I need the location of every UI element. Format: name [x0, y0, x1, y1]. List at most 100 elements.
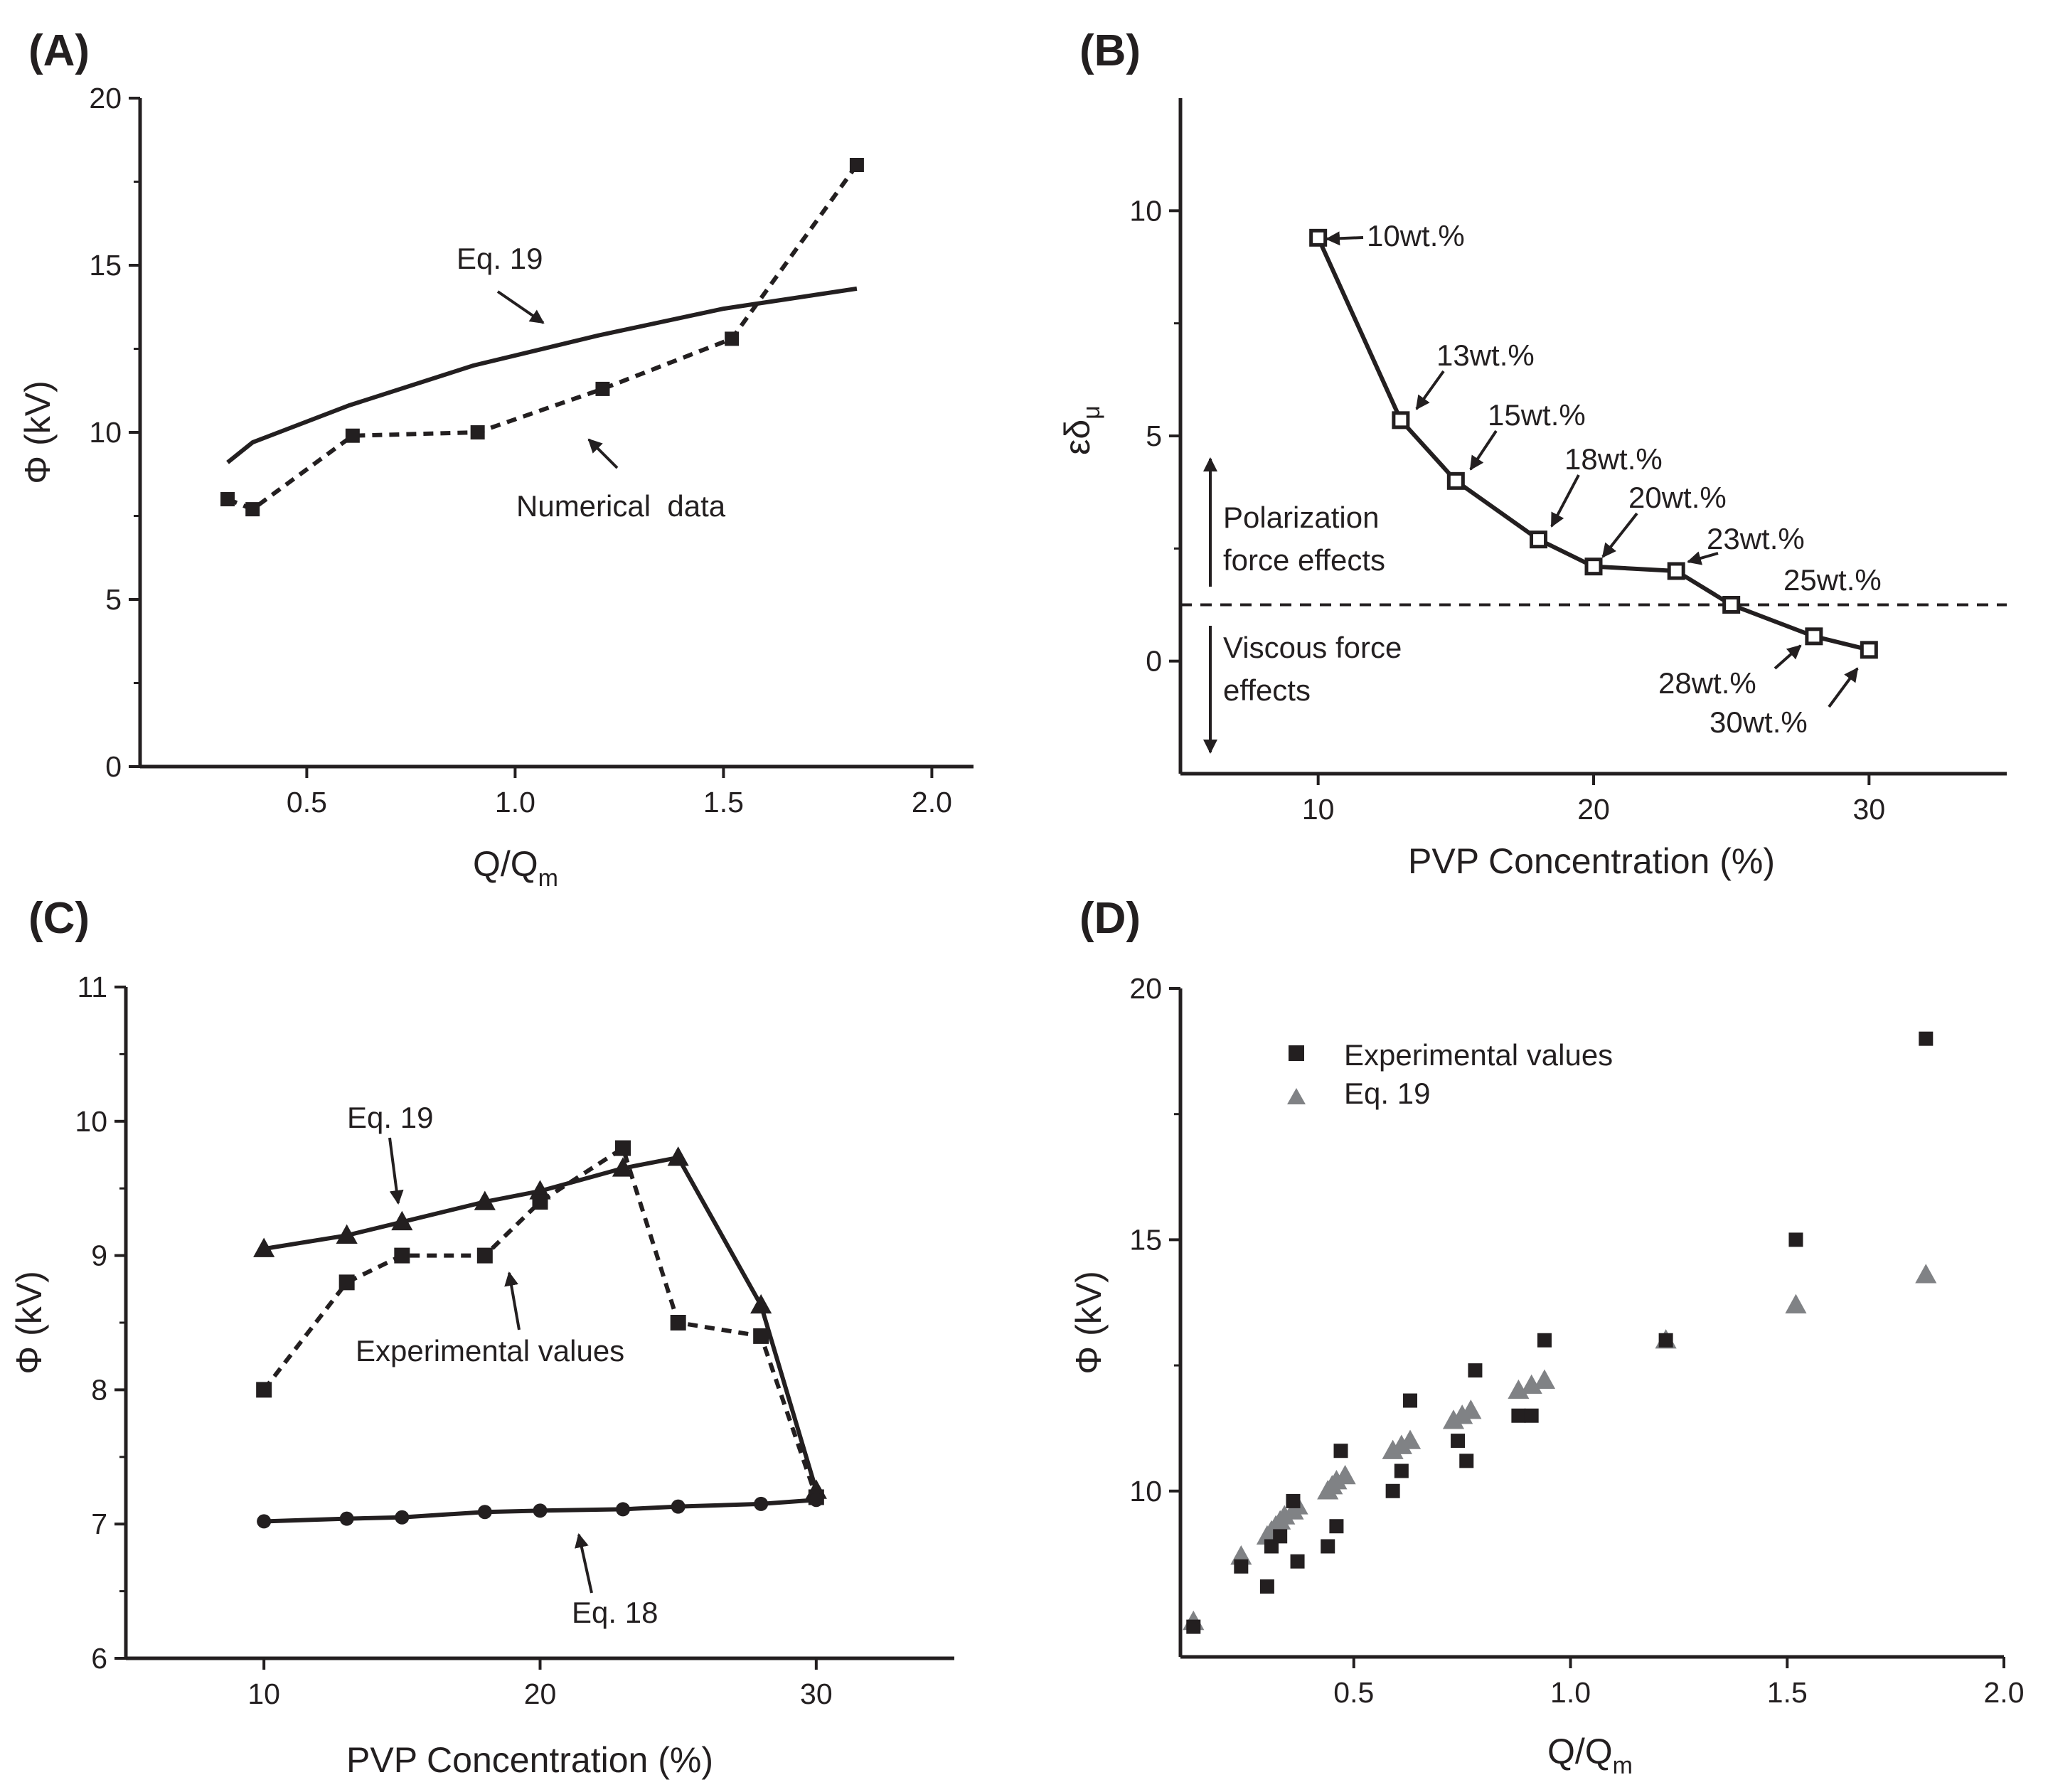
- x-tick-label-1: 1.0: [1550, 1676, 1591, 1709]
- y-tick-label-1: 5: [105, 583, 122, 616]
- experimental-point: [670, 1315, 686, 1330]
- panel-a: (A) 0.5 1.0 1.5 2.0 0 5 10 15 20 Φ (kV) Q/Qm Eq.…: [18, 26, 974, 892]
- experimental-point: [1511, 1408, 1526, 1423]
- panel-c-arrow-eq19: [388, 1137, 404, 1205]
- x-tick-label-1: 20: [1577, 793, 1610, 826]
- panel-b-arrow-13: [1415, 370, 1445, 410]
- x-tick-label-1: 1.0: [495, 786, 535, 818]
- x-tick-label-3: 2.0: [912, 786, 952, 818]
- experimental-point: [615, 1140, 631, 1156]
- eq19-point: [1533, 1369, 1556, 1389]
- panel-b-region-lower-line1: Viscous force: [1223, 631, 1402, 664]
- panel-a-arrow-eq19: [496, 290, 545, 324]
- eq18-point: [257, 1514, 272, 1529]
- panel-b: (B) 10 20 30 0 5 10 εδμ PVP Concentration (%)…: [1057, 26, 2007, 881]
- x-tick-label-2: 1.5: [1767, 1676, 1808, 1709]
- legend-label-eq19: Eq. 19: [1344, 1077, 1430, 1110]
- y-tick-label-2: 20: [1129, 972, 1162, 1005]
- panel-b-arrow-30: [1828, 667, 1859, 708]
- experimental-point: [394, 1247, 410, 1264]
- numerical-point: [725, 331, 740, 346]
- eq19-point: [1451, 1404, 1473, 1424]
- experimental-point: [1658, 1333, 1673, 1348]
- y-tick-label-2: 10: [1129, 194, 1162, 227]
- eq19-point: [1334, 1464, 1356, 1485]
- edelta-point: [1860, 641, 1878, 659]
- panel-label-a: (A): [28, 26, 90, 75]
- legend-marker-experimental: [1289, 1045, 1304, 1061]
- experimental-point: [1329, 1519, 1344, 1534]
- experimental-point: [1394, 1463, 1409, 1478]
- panel-a-arrow-numerical: [587, 438, 619, 469]
- x-tick-label-2: 30: [800, 1678, 833, 1710]
- eq18-point: [477, 1505, 492, 1520]
- experimental-point: [1537, 1333, 1552, 1348]
- edelta-point: [1722, 596, 1741, 614]
- panel-d-ticks: 0.5 1.0 1.5 2.0 10 15 20: [1129, 972, 2024, 1709]
- panel-b-point-label-30: 30wt.%: [1710, 705, 1808, 739]
- panel-b-arrow-23: [1687, 551, 1719, 565]
- experimental-point: [1333, 1444, 1348, 1458]
- panel-b-point-label-25: 25wt.%: [1783, 563, 1882, 597]
- eq19-point: [474, 1190, 496, 1210]
- edelta-point: [1309, 228, 1328, 247]
- eq19-point: [1915, 1264, 1937, 1284]
- eq19-point: [1785, 1294, 1807, 1313]
- experimental-point: [1468, 1363, 1483, 1378]
- experimental-point: [1321, 1539, 1335, 1554]
- numerical-point: [849, 158, 864, 172]
- x-tick-label-0: 0.5: [1333, 1676, 1374, 1709]
- eq19-point: [1508, 1379, 1530, 1399]
- numerical-point: [470, 425, 485, 439]
- panel-d-marks: [1183, 1031, 1937, 1634]
- y-tick-label-2: 10: [89, 416, 122, 449]
- panel-b-ticks: 10 20 30 0 5 10: [1129, 194, 1885, 826]
- panel-b-arrow-18: [1550, 474, 1580, 528]
- panel-label-c: (C): [28, 894, 90, 943]
- eq18-point: [671, 1499, 686, 1514]
- experimental-point: [256, 1382, 272, 1398]
- y-tick-label-1: 7: [91, 1508, 107, 1540]
- panel-a-annotation-numerical: Numerical data: [516, 489, 726, 523]
- x-tick-label-3: 2.0: [1984, 1676, 2025, 1709]
- experimental-point: [1788, 1232, 1803, 1247]
- panel-b-point-label-18: 18wt.%: [1564, 442, 1663, 476]
- edelta-point: [1446, 471, 1465, 490]
- panel-c-x-label: PVP Concentration (%): [346, 1740, 713, 1780]
- y-tick-label-3: 9: [91, 1239, 107, 1272]
- eq19-point: [1442, 1409, 1465, 1429]
- experimental-point: [1919, 1031, 1934, 1046]
- panel-c-arrow-eq18: [575, 1533, 593, 1594]
- eq19-point: [1326, 1470, 1348, 1490]
- experimental-point: [1259, 1579, 1274, 1594]
- x-tick-label-0: 10: [247, 1678, 280, 1710]
- eq19-point: [1399, 1429, 1422, 1449]
- y-tick-label-5: 11: [77, 971, 107, 1003]
- eq19-point: [1274, 1505, 1296, 1525]
- panel-b-y-label: εδμ: [1057, 405, 1105, 455]
- experimental-point: [1234, 1559, 1249, 1574]
- experimental-point: [1385, 1483, 1400, 1498]
- panel-b-point-label-28: 28wt.%: [1658, 666, 1756, 700]
- eq19-point: [1382, 1439, 1404, 1459]
- panel-a-x-label: Q/Qm: [473, 844, 558, 892]
- numerical-point: [345, 428, 360, 443]
- y-tick-label-0: 0: [105, 750, 122, 783]
- edelta-point: [1392, 411, 1410, 430]
- experimental-point: [532, 1194, 548, 1210]
- eq18-point: [809, 1493, 823, 1508]
- panel-b-arrow-10: [1326, 231, 1364, 246]
- panel-b-point-label-23: 23wt.%: [1707, 522, 1805, 555]
- x-tick-label-0: 0.5: [287, 786, 327, 818]
- panel-b-region-upper-line1: Polarization: [1223, 501, 1379, 534]
- edelta-point: [1584, 558, 1603, 576]
- panel-c-ticks: 10 20 30 6 7 8 9 10 11: [75, 971, 832, 1710]
- y-tick-label-3: 15: [89, 249, 122, 282]
- legend-marker-eq19: [1287, 1088, 1306, 1104]
- edelta-point: [1667, 562, 1685, 580]
- panel-c-annotation-eq19: Eq. 19: [347, 1101, 433, 1134]
- panel-a-annotation-eq19: Eq. 19: [457, 242, 543, 275]
- eq18-point: [754, 1496, 769, 1511]
- panel-d-legend: Experimental values Eq. 19: [1287, 1038, 1613, 1110]
